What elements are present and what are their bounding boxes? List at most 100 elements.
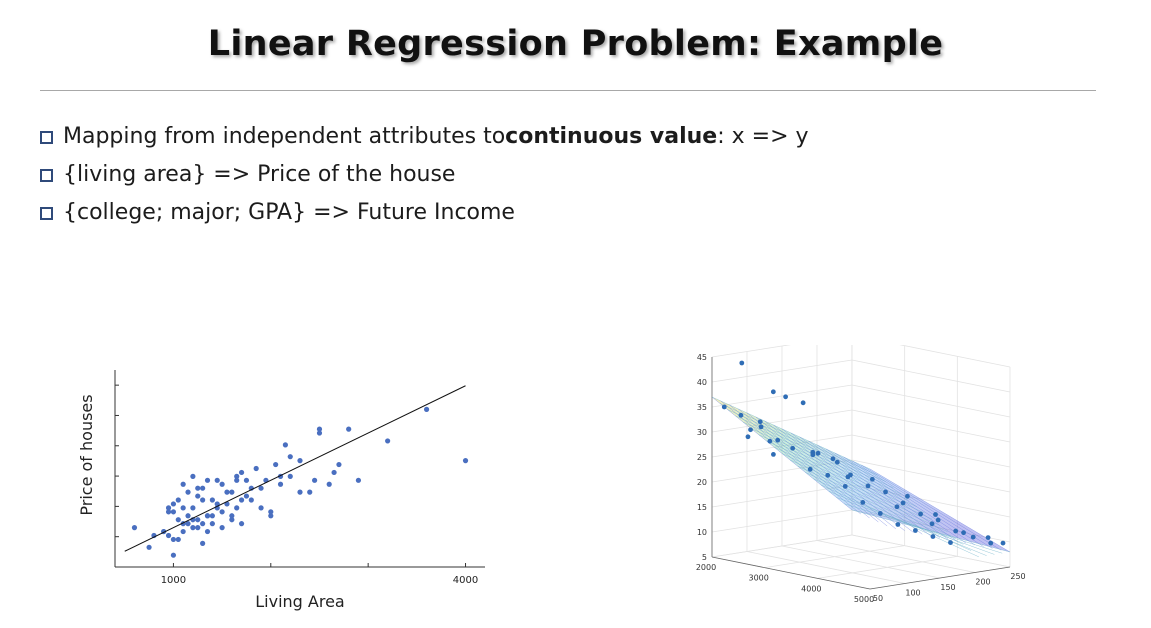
grid-line — [817, 555, 958, 579]
scatter-point-3d — [970, 534, 976, 540]
scatter-point-3d — [894, 504, 900, 510]
scatter-point-3d — [739, 360, 745, 366]
scatter-point-3d — [933, 512, 938, 517]
x-tick-label: 2000 — [696, 563, 716, 572]
scatter-point — [297, 458, 303, 464]
scatter-point-3d — [810, 452, 816, 458]
scatter-point-3d — [771, 452, 776, 457]
scatter-point — [234, 473, 240, 479]
scatter-point-3d — [757, 419, 763, 425]
scatter-point-3d — [748, 427, 753, 433]
x-tick-label: 1000 — [161, 575, 186, 586]
scatter-point-3d — [988, 540, 994, 546]
scatter-point — [209, 497, 215, 503]
scatter-point — [170, 552, 177, 558]
scatter-point-3d — [790, 445, 796, 451]
scatter-point — [219, 509, 225, 515]
scatter-point-3d — [930, 534, 936, 539]
x-tick-label: 3000 — [748, 574, 768, 583]
scatter-point-3d — [783, 394, 788, 400]
mesh-line — [852, 460, 993, 549]
x-axis-line — [711, 556, 871, 590]
mesh-line — [782, 428, 923, 535]
scatter-point — [185, 521, 191, 527]
scatter-point — [195, 517, 201, 523]
grid-line — [851, 359, 1011, 393]
mesh-line — [797, 465, 956, 539]
scatter-point-3d — [985, 535, 991, 540]
z-tick-label: 5 — [702, 553, 707, 562]
scatter-point — [238, 521, 245, 527]
scatter-point — [200, 497, 206, 503]
scatter-point-3d — [883, 489, 888, 495]
scatter-point — [287, 454, 293, 460]
scatter-point — [238, 497, 245, 503]
z-tick-label: 10 — [697, 528, 707, 537]
z-tick-label: 20 — [697, 478, 707, 487]
z-tick-label: 15 — [697, 503, 707, 512]
scatter-point-3d — [758, 424, 764, 430]
z-tick-label: 45 — [697, 353, 707, 362]
scatter-point-3d — [929, 521, 935, 527]
scatter-point — [229, 513, 235, 519]
scatter-point — [204, 528, 211, 535]
scatter-point — [200, 521, 206, 527]
scatter-point-3d — [800, 400, 806, 406]
checkbox-bullet-icon — [40, 206, 53, 220]
bullet-text: Mapping from independent attributes to — [63, 124, 506, 149]
scatter-point — [287, 473, 293, 479]
scatter-point — [195, 493, 201, 499]
mesh-line — [790, 432, 932, 537]
scatter-point-3d — [721, 404, 727, 410]
scatter-point-3d — [825, 472, 831, 478]
scatter-point — [307, 489, 313, 495]
scatter-point — [224, 489, 230, 495]
scatter-point — [336, 461, 342, 468]
scatter-point — [165, 532, 172, 539]
scatter-point-3d — [865, 483, 871, 489]
scatter-point — [331, 469, 337, 476]
scatter-point — [243, 477, 250, 483]
scatter-point-3d — [953, 528, 959, 534]
y-tick-label: 100 — [905, 589, 920, 598]
bullet-text: {living area} => Price of the house — [63, 162, 456, 187]
bullet-bold-text: continuous value — [505, 124, 718, 149]
living-area-scatter-chart: 1000 4000 Living Area Price of houses — [77, 370, 485, 611]
scatter-point — [170, 536, 177, 543]
scatter-point — [175, 497, 181, 503]
scatter-point — [170, 509, 177, 515]
scatter-point — [277, 481, 284, 487]
scatter-point — [180, 528, 186, 535]
x-tick-label: 4000 — [801, 584, 821, 593]
scatter-point — [185, 513, 191, 519]
y-axis-line — [869, 566, 1011, 590]
z-tick-label: 35 — [697, 403, 707, 412]
scatter-point-3d — [895, 522, 901, 527]
scatter-point — [204, 477, 211, 483]
scatter-point — [131, 525, 138, 531]
scatter-point — [170, 501, 177, 507]
grid-line — [851, 459, 1011, 493]
scatter-point — [219, 481, 225, 487]
scatter-point — [268, 509, 274, 515]
scatter-point — [316, 430, 323, 436]
x-tick-labels: 1000 4000 — [161, 575, 479, 586]
mesh-line — [844, 503, 1003, 554]
scatter-point-3d — [830, 456, 836, 462]
mesh-line — [843, 456, 984, 547]
scatter-point — [146, 544, 152, 550]
mesh-line — [743, 421, 902, 495]
scatter-point — [165, 505, 172, 511]
scatter-point-3d — [905, 493, 910, 499]
grid-line — [899, 345, 1011, 368]
mesh-line — [781, 453, 941, 526]
scatter-point — [462, 458, 469, 464]
scatter-points-3d — [721, 360, 1006, 546]
bullet-item: {college; major; GPA} => Future Income — [40, 200, 809, 226]
scatter-point-3d — [869, 476, 875, 482]
grid-line — [816, 540, 976, 573]
scatter-point-3d — [918, 511, 923, 517]
scatter-point-3d — [845, 474, 851, 480]
scatter-point — [190, 505, 196, 511]
